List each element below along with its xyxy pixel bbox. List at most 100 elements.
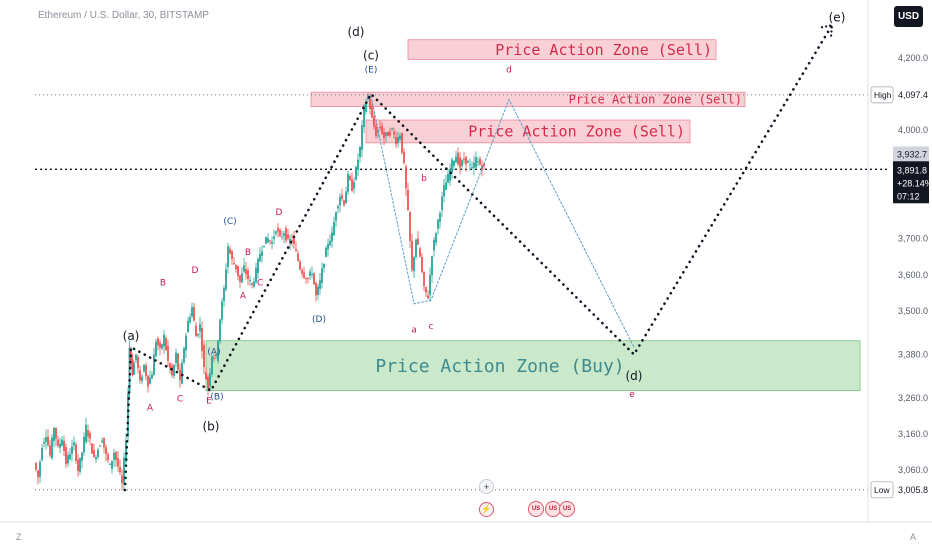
candle-body bbox=[479, 159, 481, 165]
candle-body bbox=[447, 174, 449, 183]
candle-body bbox=[393, 132, 395, 135]
candle-body bbox=[247, 270, 249, 279]
wave-label: (d) bbox=[626, 369, 643, 383]
candle-body bbox=[111, 461, 113, 469]
candle-body bbox=[45, 437, 47, 442]
candle-body bbox=[99, 446, 101, 447]
candle-body bbox=[223, 288, 225, 301]
event-flag-icon[interactable]: US bbox=[559, 501, 575, 517]
candle-body bbox=[475, 157, 477, 167]
y-tick-label: 3,060.0 bbox=[898, 465, 928, 475]
candle-body bbox=[133, 363, 135, 374]
candle-body bbox=[263, 246, 265, 247]
candle-body bbox=[411, 241, 413, 270]
currency-button[interactable]: USD bbox=[894, 6, 923, 27]
candle-body bbox=[205, 372, 207, 379]
candle-body bbox=[203, 345, 205, 367]
candle-body bbox=[337, 206, 339, 208]
candle-body bbox=[445, 183, 447, 190]
candle-body bbox=[451, 159, 453, 172]
wave-label: (b) bbox=[203, 419, 220, 433]
candle-body bbox=[419, 248, 421, 256]
candle-body bbox=[457, 153, 459, 164]
candle-body bbox=[351, 179, 353, 191]
candle-body bbox=[237, 266, 239, 276]
candle-body bbox=[269, 240, 271, 241]
candle-body bbox=[463, 159, 465, 160]
candle-body bbox=[397, 137, 399, 143]
candle-body bbox=[93, 450, 95, 457]
candle-body bbox=[415, 240, 417, 257]
candle-body bbox=[221, 302, 223, 320]
candle-body bbox=[175, 353, 177, 363]
candle-body bbox=[259, 254, 261, 261]
candle-body bbox=[355, 167, 357, 180]
candle-body bbox=[165, 338, 167, 350]
candle-body bbox=[233, 263, 235, 264]
candle-body bbox=[83, 437, 85, 453]
candle-body bbox=[95, 457, 97, 459]
candle-body bbox=[219, 320, 221, 341]
candle-body bbox=[347, 174, 349, 192]
candle-body bbox=[47, 437, 49, 446]
candle-body bbox=[119, 467, 121, 472]
candle-body bbox=[225, 269, 227, 289]
candle-body bbox=[421, 257, 423, 272]
candlesticks bbox=[35, 93, 485, 491]
candle-body bbox=[473, 163, 475, 168]
candle-body bbox=[477, 161, 479, 162]
candle-body bbox=[307, 278, 309, 279]
candle-body bbox=[425, 287, 427, 292]
auto-scale-toggle[interactable]: A bbox=[910, 532, 916, 542]
candle-body bbox=[105, 447, 107, 454]
candle-body bbox=[227, 246, 229, 266]
candle-body bbox=[169, 363, 171, 368]
wave-label: (B) bbox=[210, 393, 223, 403]
candle-body bbox=[189, 317, 191, 322]
zone-label: Price Action Zone (Sell) bbox=[468, 123, 685, 141]
candle-body bbox=[429, 275, 431, 295]
wave-label: A bbox=[240, 291, 247, 301]
candle-body bbox=[381, 126, 383, 134]
candle-body bbox=[303, 272, 305, 277]
candle-body bbox=[197, 334, 199, 336]
candle-body bbox=[345, 191, 347, 203]
event-flag-icon[interactable]: US bbox=[528, 501, 544, 517]
candle-body bbox=[89, 433, 91, 439]
current-price-value: 3,891.8 bbox=[897, 165, 927, 175]
candle-body bbox=[327, 244, 329, 249]
candle-body bbox=[167, 346, 169, 361]
candle-body bbox=[71, 447, 73, 454]
lightning-icon[interactable]: ⚡ bbox=[479, 502, 494, 517]
last-price-value: 3,932.7 bbox=[897, 149, 927, 159]
candle-body bbox=[461, 160, 463, 166]
candle-body bbox=[409, 212, 411, 241]
candle-body bbox=[437, 220, 439, 229]
candle-body bbox=[207, 377, 209, 388]
candle-body bbox=[305, 278, 307, 279]
y-tick-label: 3,600.0 bbox=[898, 270, 928, 280]
candle-body bbox=[453, 161, 455, 166]
candle-body bbox=[161, 344, 163, 348]
wave-label: B bbox=[160, 279, 166, 289]
plus-icon[interactable]: + bbox=[479, 479, 494, 494]
candle-body bbox=[115, 452, 117, 460]
candle-body bbox=[109, 464, 111, 465]
candle-body bbox=[417, 239, 419, 245]
wave-label: b bbox=[421, 174, 427, 184]
bar-countdown-value: 07:12 bbox=[897, 191, 920, 201]
log-scale-toggle[interactable]: Z bbox=[16, 532, 22, 542]
candle-body bbox=[471, 167, 473, 168]
candle-body bbox=[383, 132, 385, 138]
candle-body bbox=[177, 354, 179, 370]
candle-body bbox=[41, 448, 43, 460]
candle-body bbox=[155, 342, 157, 356]
candle-body bbox=[185, 336, 187, 351]
candle-body bbox=[51, 438, 53, 458]
wave-label: d bbox=[506, 65, 512, 75]
candle-body bbox=[103, 438, 105, 448]
high-tag-label: High bbox=[874, 90, 892, 100]
candle-body bbox=[287, 234, 289, 238]
candle-body bbox=[67, 455, 69, 463]
